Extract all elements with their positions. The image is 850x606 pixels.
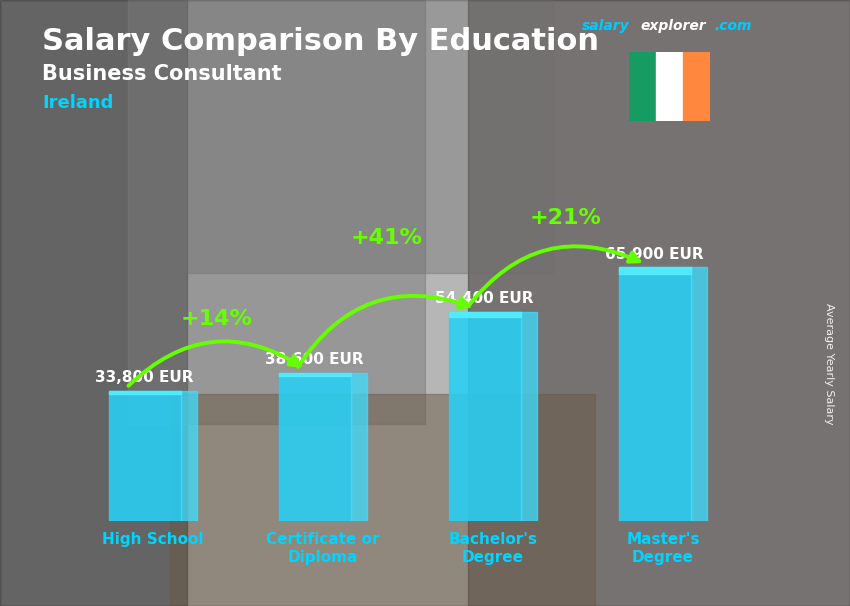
- Bar: [656, 52, 683, 121]
- Text: +14%: +14%: [181, 308, 252, 328]
- Bar: [279, 373, 351, 376]
- Bar: [279, 373, 351, 521]
- Bar: [351, 373, 367, 521]
- Text: 54,400 EUR: 54,400 EUR: [435, 291, 534, 306]
- Text: Average Yearly Salary: Average Yearly Salary: [824, 303, 835, 424]
- Bar: [691, 267, 707, 521]
- Bar: [521, 311, 537, 521]
- Bar: [619, 267, 691, 521]
- Bar: [468, 0, 850, 606]
- Text: +21%: +21%: [530, 208, 601, 228]
- Bar: [449, 311, 521, 317]
- Bar: [449, 311, 521, 521]
- Text: .com: .com: [714, 19, 751, 33]
- Bar: [128, 0, 425, 424]
- Bar: [170, 394, 595, 606]
- Text: Salary Comparison By Education: Salary Comparison By Education: [42, 27, 599, 56]
- Text: explorer: explorer: [640, 19, 705, 33]
- Text: Business Consultant: Business Consultant: [42, 64, 282, 84]
- Text: 38,600 EUR: 38,600 EUR: [265, 351, 364, 367]
- Bar: [619, 267, 691, 274]
- Text: +41%: +41%: [351, 228, 422, 248]
- Bar: [170, 0, 552, 273]
- Bar: [0, 0, 187, 606]
- Text: salary: salary: [582, 19, 630, 33]
- Bar: [109, 391, 181, 395]
- Bar: [629, 52, 656, 121]
- Bar: [109, 391, 181, 521]
- Bar: [683, 52, 710, 121]
- Text: 33,800 EUR: 33,800 EUR: [95, 370, 194, 385]
- Text: 65,900 EUR: 65,900 EUR: [605, 247, 704, 262]
- Bar: [181, 391, 197, 521]
- Text: Ireland: Ireland: [42, 94, 114, 112]
